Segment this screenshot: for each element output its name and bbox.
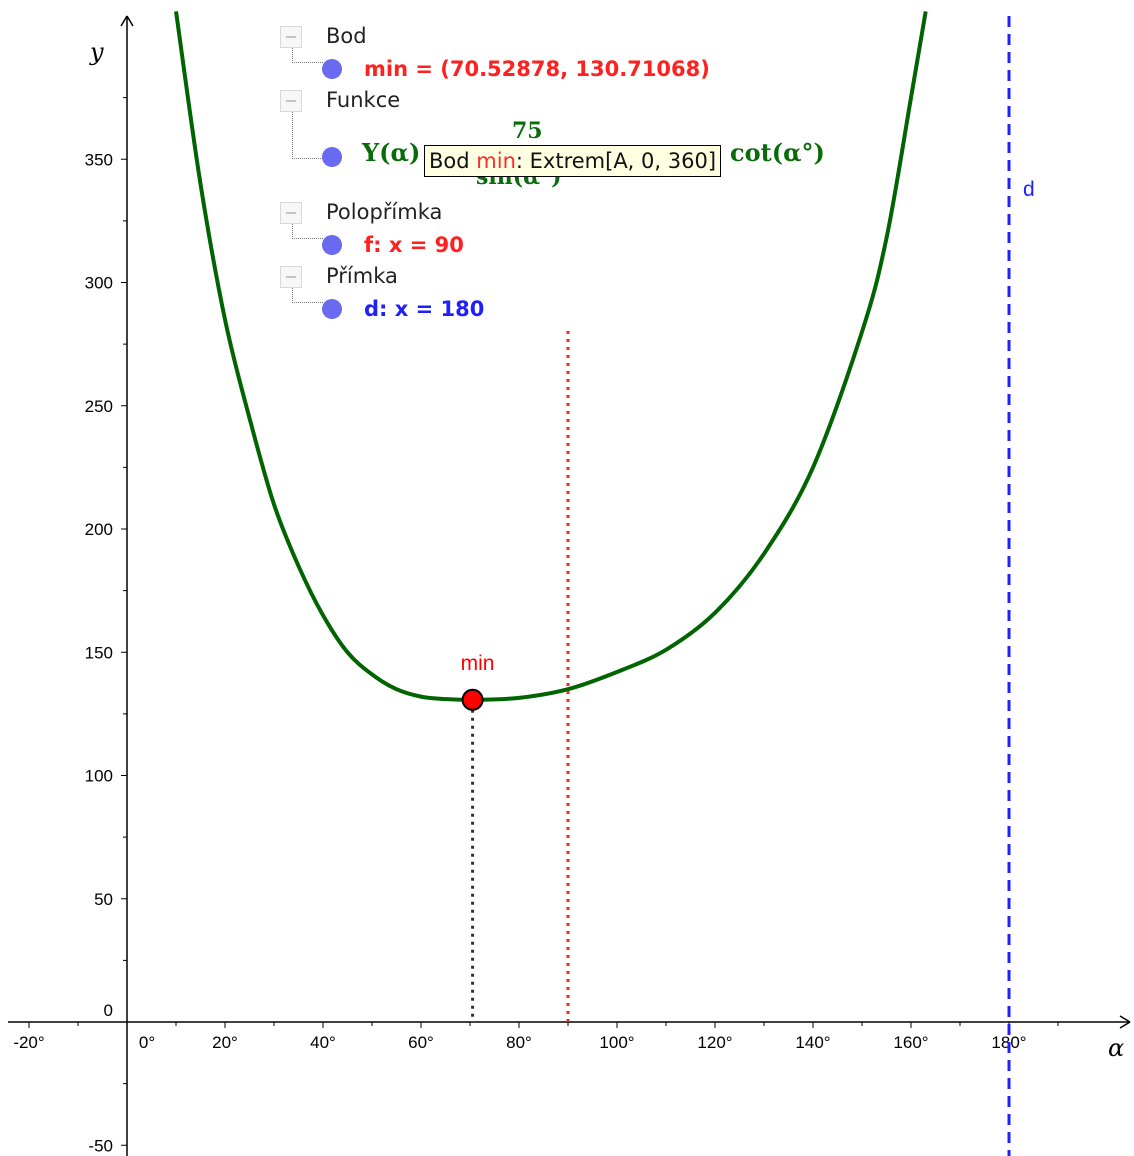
collapse-funkce-button[interactable] bbox=[280, 90, 302, 112]
function-curve[interactable] bbox=[174, 11, 928, 702]
y-tick-label: 0 bbox=[104, 1001, 113, 1020]
group-label-primka: Přímka bbox=[326, 264, 398, 288]
tree-connector bbox=[292, 288, 323, 303]
y-tick-label: -50 bbox=[88, 1136, 113, 1155]
y-axis-arrow bbox=[120, 15, 134, 27]
function-name[interactable]: Y(α) bbox=[362, 138, 421, 167]
object-min[interactable]: min = (70.52878, 130.71068) bbox=[364, 57, 710, 81]
collapse-primka-button[interactable] bbox=[280, 266, 302, 288]
y-tick-label: 150 bbox=[85, 643, 113, 662]
collapse-polopr-button[interactable] bbox=[280, 202, 302, 224]
group-label-funkce: Funkce bbox=[326, 88, 401, 112]
y-axis-label: y bbox=[89, 38, 104, 66]
tree-connector bbox=[292, 224, 323, 239]
tree-connector bbox=[292, 112, 323, 159]
x-tick-label: 100° bbox=[599, 1033, 634, 1052]
y-tick-label: 300 bbox=[85, 274, 113, 293]
min-point[interactable] bbox=[461, 688, 484, 711]
group-label-bod: Bod bbox=[326, 24, 367, 48]
y-tick-label: 250 bbox=[85, 397, 113, 416]
y-tick-label: 100 bbox=[85, 767, 113, 786]
object-f[interactable]: f: x = 90 bbox=[364, 233, 464, 257]
y-tick-label: 200 bbox=[85, 520, 113, 539]
y-tick-label: 350 bbox=[85, 150, 113, 169]
y-axis-ticks: -50 0 50 100 150 200 250 300 350 bbox=[85, 97, 127, 1155]
tooltip-suffix: : Extrem[A, 0, 360] bbox=[515, 149, 717, 173]
x-tick-label: 80° bbox=[506, 1033, 532, 1052]
y-tick-label: 50 bbox=[94, 890, 113, 909]
x-tick-label: 20° bbox=[212, 1033, 238, 1052]
min-point-label: min bbox=[461, 652, 495, 675]
x-tick-label: 0° bbox=[139, 1033, 155, 1052]
object-d[interactable]: d: x = 180 bbox=[364, 297, 485, 321]
visibility-toggle-min[interactable] bbox=[322, 59, 342, 79]
x-tick-label: 60° bbox=[408, 1033, 434, 1052]
tooltip: Bod min: Extrem[A, 0, 360] bbox=[424, 145, 722, 177]
collapse-bod-button[interactable] bbox=[280, 26, 302, 48]
x-axis-label: α bbox=[1108, 1034, 1124, 1062]
visibility-toggle-f[interactable] bbox=[322, 235, 342, 255]
algebra-view: Bod min = (70.52878, 130.71068) Funkce Y… bbox=[276, 24, 876, 324]
tooltip-name: min bbox=[476, 149, 516, 173]
x-tick-label: 40° bbox=[310, 1033, 336, 1052]
x-tick-label: 140° bbox=[795, 1033, 830, 1052]
function-numerator: 75 bbox=[512, 118, 543, 144]
x-tick-label: 160° bbox=[893, 1033, 928, 1052]
x-axis-ticks: -20°0°20°40°60°80°100°120°140°160°180° bbox=[13, 1022, 1059, 1052]
group-label-polopr: Polopřímka bbox=[326, 200, 443, 224]
tooltip-prefix: Bod bbox=[429, 149, 470, 173]
line-d-label: d bbox=[1023, 178, 1035, 201]
x-axis-arrow bbox=[1119, 1015, 1131, 1029]
visibility-toggle-function[interactable] bbox=[322, 147, 342, 167]
visibility-toggle-d[interactable] bbox=[322, 299, 342, 319]
x-tick-label: -20° bbox=[13, 1033, 44, 1052]
x-tick-label: 120° bbox=[697, 1033, 732, 1052]
tree-connector bbox=[292, 48, 323, 63]
function-tail: cot(α°) bbox=[730, 138, 825, 167]
